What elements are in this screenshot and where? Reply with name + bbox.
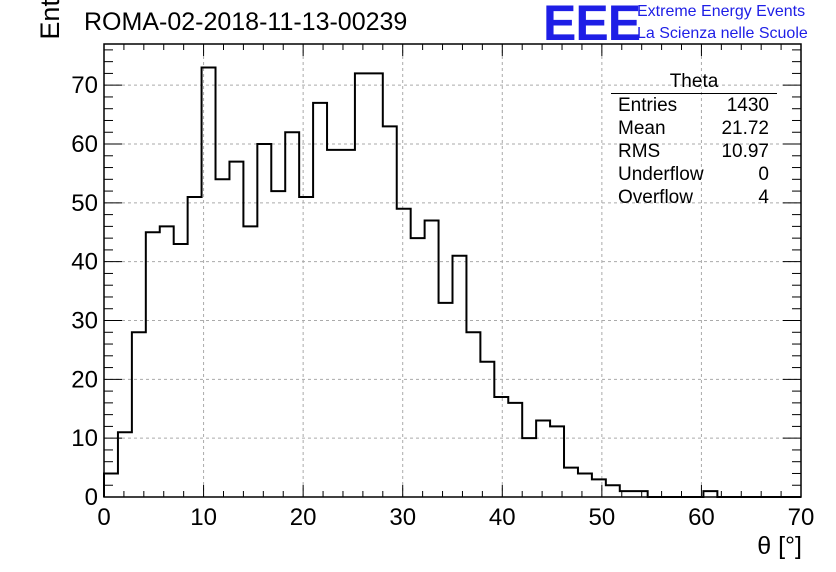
stats-label: Overflow xyxy=(618,187,693,208)
stats-row-underflow: Underflow 0 xyxy=(611,163,777,186)
stats-row-entries: Entries 1430 xyxy=(611,94,777,117)
y-tick-label: 60 xyxy=(71,131,98,158)
x-tick-label: 10 xyxy=(190,504,217,531)
plot-frame xyxy=(103,43,802,498)
logo-line-1: Extreme Energy Events xyxy=(637,3,806,20)
y-tick-label: 10 xyxy=(71,425,98,452)
stats-value: 1430 xyxy=(726,95,769,116)
x-tick-label: 40 xyxy=(489,504,516,531)
logo-line-2: La Scienza nelle Scuole xyxy=(637,25,808,42)
stats-label: Underflow xyxy=(618,164,704,185)
stats-label: RMS xyxy=(618,141,661,162)
y-tick-label: 20 xyxy=(71,366,98,393)
x-tick-label: 50 xyxy=(589,504,616,531)
x-tick-label: 70 xyxy=(788,504,815,531)
x-axis-label: θ [°] xyxy=(757,532,802,560)
x-tick-label: 60 xyxy=(688,504,715,531)
y-axis-label: Entries/bin xyxy=(35,0,66,112)
stats-label: Entries xyxy=(618,95,678,116)
y-tick-label: 70 xyxy=(71,72,98,99)
stats-value: 0 xyxy=(758,164,769,185)
stats-box: Theta Entries 1430 Mean 21.72 RMS 10.97 … xyxy=(611,72,777,209)
y-tick-label: 50 xyxy=(71,190,98,217)
stats-value: 4 xyxy=(758,187,769,208)
x-tick-label: 30 xyxy=(389,504,416,531)
stats-label: Mean xyxy=(618,118,666,139)
stats-value: 10.97 xyxy=(721,141,769,162)
chart-title: ROMA-02-2018-11-13-00239 xyxy=(84,8,408,36)
histogram-series-line xyxy=(103,66,801,498)
stats-row-mean: Mean 21.72 xyxy=(611,117,777,140)
stats-title: Theta xyxy=(611,72,777,94)
x-tick-label: 20 xyxy=(290,504,317,531)
y-tick-label: 40 xyxy=(71,249,98,276)
y-tick-label: 30 xyxy=(71,308,98,335)
eee-logo: EEE xyxy=(543,0,641,51)
stats-row-rms: RMS 10.97 xyxy=(611,140,777,163)
stats-row-overflow: Overflow 4 xyxy=(611,186,777,209)
y-tick-label: 0 xyxy=(85,484,98,511)
x-tick-label: 0 xyxy=(97,504,110,531)
stats-value: 21.72 xyxy=(721,118,769,139)
